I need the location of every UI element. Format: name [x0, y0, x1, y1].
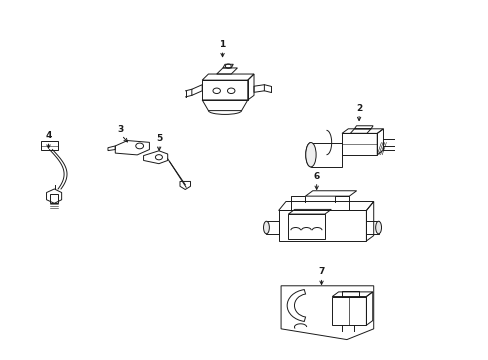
Bar — [278, 211, 366, 241]
Text: 1: 1 — [219, 40, 225, 49]
Ellipse shape — [263, 221, 269, 234]
Bar — [331, 297, 366, 325]
Ellipse shape — [375, 221, 381, 234]
Bar — [50, 194, 58, 203]
Bar — [341, 291, 358, 297]
Text: 4: 4 — [45, 131, 52, 140]
Bar — [341, 134, 376, 155]
Bar — [266, 221, 278, 234]
Bar — [310, 143, 341, 167]
Text: 6: 6 — [313, 172, 319, 181]
Bar — [288, 214, 325, 239]
Text: 7: 7 — [318, 267, 324, 276]
Text: 2: 2 — [355, 104, 362, 113]
Bar — [41, 140, 58, 149]
Ellipse shape — [305, 143, 315, 167]
Bar — [366, 221, 378, 234]
Text: 3: 3 — [117, 125, 123, 134]
Text: 5: 5 — [156, 134, 162, 143]
